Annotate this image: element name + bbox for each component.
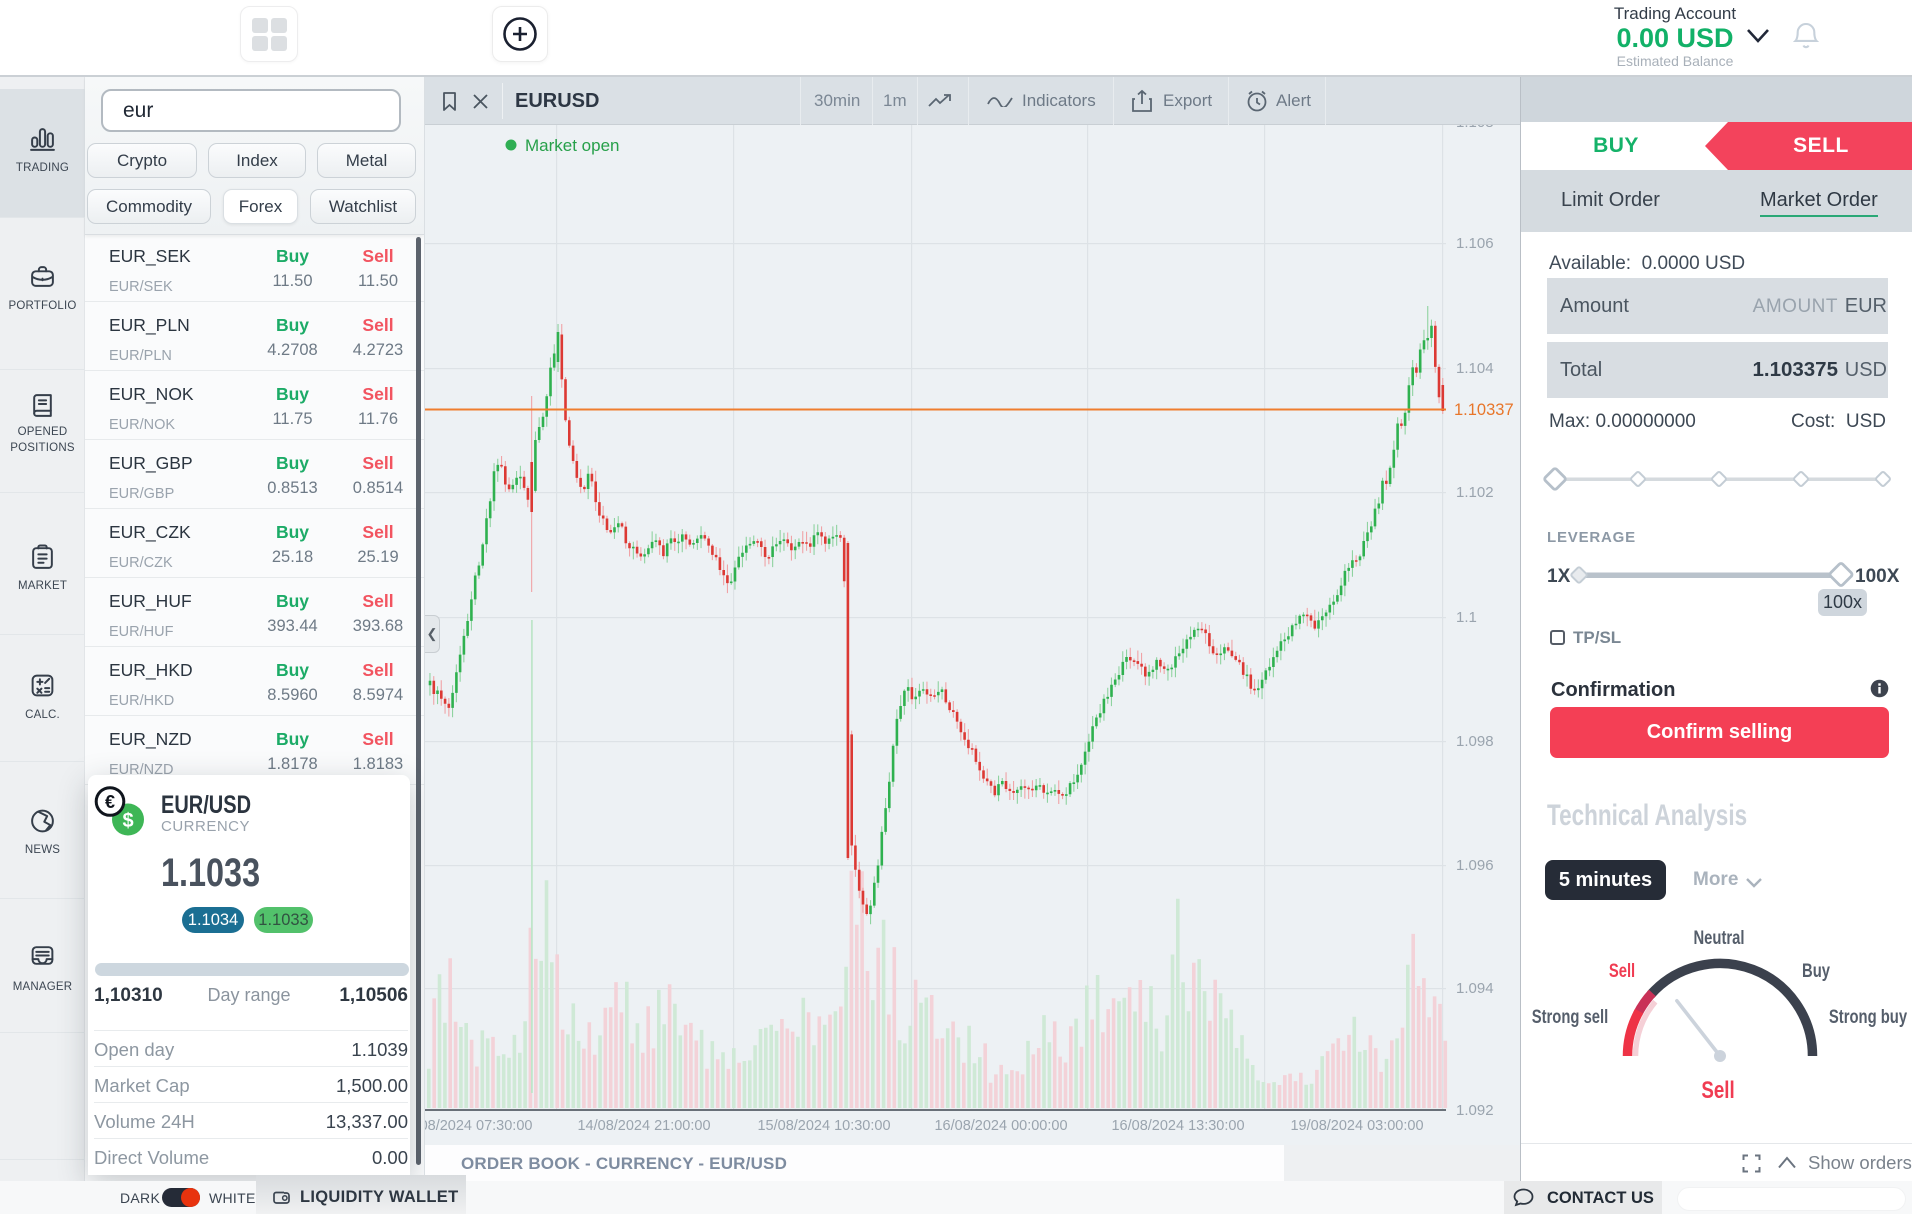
svg-text:1.106: 1.106 <box>1456 235 1494 252</box>
svg-text:1.092: 1.092 <box>1456 1102 1494 1119</box>
svg-text:1X: 1X <box>1547 566 1571 587</box>
svg-text:Market open: Market open <box>525 136 620 155</box>
svg-text:/08/2024 07:30:00: /08/2024 07:30:00 <box>425 1118 532 1134</box>
svg-text:1.096: 1.096 <box>1456 857 1494 874</box>
svg-text:1.102: 1.102 <box>1456 484 1494 501</box>
svg-text:1.098: 1.098 <box>1456 733 1494 750</box>
svg-text:1.1: 1.1 <box>1456 609 1477 626</box>
svg-text:15/08/2024 10:30:00: 15/08/2024 10:30:00 <box>757 1118 890 1134</box>
svg-text:$: $ <box>122 810 133 832</box>
svg-text:1.108: 1.108 <box>1456 125 1494 131</box>
svg-text:1.10337: 1.10337 <box>1454 401 1514 419</box>
svg-text:19/08/2024 03:00:00: 19/08/2024 03:00:00 <box>1290 1118 1423 1134</box>
svg-text:1.104: 1.104 <box>1456 360 1494 377</box>
svg-text:14/08/2024 21:00:00: 14/08/2024 21:00:00 <box>577 1118 710 1134</box>
svg-text:1.094: 1.094 <box>1456 980 1494 997</box>
svg-text:100X: 100X <box>1855 566 1900 587</box>
svg-text:€: € <box>105 792 115 812</box>
svg-text:16/08/2024 00:00:00: 16/08/2024 00:00:00 <box>934 1118 1067 1134</box>
svg-text:16/08/2024 13:30:00: 16/08/2024 13:30:00 <box>1111 1118 1244 1134</box>
